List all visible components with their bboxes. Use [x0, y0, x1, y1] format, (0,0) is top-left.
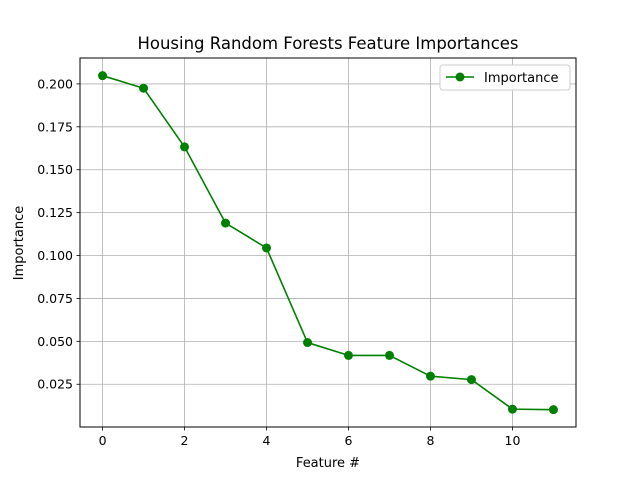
chart-title: Housing Random Forests Feature Importanc…: [137, 34, 518, 53]
data-point: [343, 350, 353, 360]
legend-marker-sample: [455, 72, 465, 82]
y-tick-label: 0.125: [37, 205, 73, 220]
data-point: [98, 71, 108, 81]
x-axis-title: Feature #: [296, 456, 360, 471]
data-point: [466, 375, 476, 385]
x-tick-label: 8: [427, 433, 435, 448]
data-point: [221, 218, 231, 228]
y-tick-label: 0.025: [37, 377, 73, 392]
y-axis-title: Importance: [12, 206, 27, 281]
data-point: [425, 371, 435, 381]
data-point: [548, 405, 558, 415]
data-point: [507, 404, 517, 414]
data-point: [384, 350, 394, 360]
x-tick-label: 4: [263, 433, 271, 448]
x-tick-label: 0: [99, 433, 107, 448]
legend-label: Importance: [484, 71, 559, 86]
data-point: [139, 83, 149, 93]
x-tick-label: 6: [345, 433, 353, 448]
axes-ticks: 0 2 4 6 8 10 0.025 0.050 0.075 0.100 0.125 0.150 0.1…: [37, 76, 520, 448]
y-tick-label: 0.075: [37, 291, 73, 306]
y-tick-label: 0.150: [37, 162, 73, 177]
data-point: [303, 338, 313, 348]
y-tick-label: 0.100: [37, 248, 73, 263]
grid: [80, 58, 576, 427]
plot-frame: [79, 57, 577, 428]
data-point: [262, 243, 272, 253]
x-tick-label: 10: [505, 433, 521, 448]
y-tick-label: 0.200: [37, 76, 73, 91]
legend-frame: [439, 64, 571, 91]
y-tick-label: 0.050: [37, 334, 73, 349]
x-tick-label: 2: [181, 433, 189, 448]
y-tick-label: 0.175: [37, 119, 73, 134]
series-layer: [98, 71, 558, 415]
series-line: [102, 74, 554, 411]
data-point: [180, 142, 190, 152]
legend: Importance: [439, 64, 571, 91]
